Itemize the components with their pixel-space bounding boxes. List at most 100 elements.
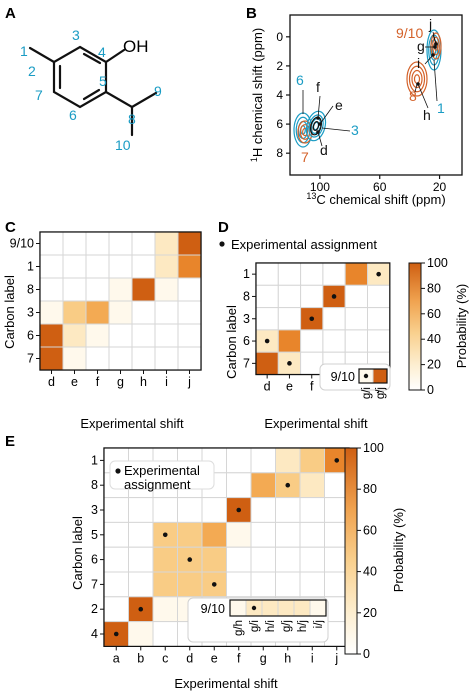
hsqc-leader-line xyxy=(417,83,429,109)
heat-e-cell xyxy=(299,447,325,474)
heat-c-cell xyxy=(154,346,179,371)
heat-c-cell xyxy=(154,323,179,348)
heat-e-cell xyxy=(299,472,325,499)
hsqc-xtick-label: 100 xyxy=(310,180,330,194)
heat-c-cell xyxy=(39,254,64,279)
heat-e-col-label: i xyxy=(311,651,314,665)
heat-e-cell xyxy=(250,521,276,548)
heatmap-d: 18367defhij9/10g/ig/j xyxy=(243,262,391,399)
heat-c-col-label: g xyxy=(117,375,124,389)
heat-d-cell xyxy=(322,262,346,286)
legend-d-dot xyxy=(219,241,225,247)
inset-e-col-label: h/i xyxy=(265,620,277,632)
heat-e-cell xyxy=(128,571,154,598)
heat-d-cell xyxy=(344,329,369,353)
hsqc-ytick-label: 6 xyxy=(276,117,283,131)
heat-e-col-label: g xyxy=(260,651,267,665)
contour-9-10 xyxy=(430,32,442,60)
inset-d-assignment-dot xyxy=(363,373,369,379)
cbar-d-tick-label: 80 xyxy=(427,281,441,295)
heat-e-row-label: 3 xyxy=(91,503,98,517)
inset-e-col-label: g/i xyxy=(249,620,261,632)
heat-e-cell xyxy=(201,546,227,573)
hydroxyl-label: OH xyxy=(123,37,149,56)
panel-letter-a: A xyxy=(5,5,16,22)
panel-a: A OH 12 3 4 5 6 7 8 9 10 xyxy=(5,5,162,153)
heat-c-cell xyxy=(108,254,133,279)
cbar-e-tick-label: 80 xyxy=(363,482,377,496)
inset-e-col-label: g/j xyxy=(281,620,293,632)
inset-e-label: 9/10 xyxy=(201,602,225,616)
heat-e-row-label: 1 xyxy=(91,453,98,467)
hsqc-leader-line xyxy=(319,105,334,125)
hsqc-leader-line xyxy=(414,83,418,93)
cbar-d-tick-label: 40 xyxy=(427,332,441,346)
hsqc-label-j: j xyxy=(428,16,432,32)
heat-e-cell xyxy=(201,521,227,548)
inset-d-col-label: g/j xyxy=(375,387,387,399)
heat-c-cell xyxy=(177,277,202,302)
hsqc-label-g: g xyxy=(417,38,425,54)
heat-e-cell xyxy=(299,521,325,548)
heat-d-cell xyxy=(277,262,302,286)
heat-e-row-label: 7 xyxy=(91,577,98,591)
heat-e-cell xyxy=(177,571,203,598)
contour-8 xyxy=(406,61,428,97)
panel-letter-b: B xyxy=(246,5,257,22)
heat-d-row-label: 1 xyxy=(243,267,250,281)
atom-label-1: 1 xyxy=(20,43,28,59)
heat-c-cell xyxy=(108,323,133,348)
heat-e-cell xyxy=(250,571,276,598)
heat-e-row-label: 6 xyxy=(91,553,98,567)
hsqc-peak-dot xyxy=(434,42,438,46)
legend-d-text: Experimental assignment xyxy=(231,237,377,252)
heat-d-cell xyxy=(255,284,279,309)
heat-c-cell xyxy=(154,231,179,256)
inset-e-cell xyxy=(229,599,247,617)
heat-d-cell xyxy=(255,351,279,376)
hsqc-label-3: 3 xyxy=(351,122,359,138)
legend-e-dot xyxy=(115,468,121,474)
heat-e-cell xyxy=(226,571,252,598)
heat-d-cell xyxy=(277,329,302,353)
atom-labels: 12 3 4 5 6 7 8 9 10 xyxy=(20,27,162,153)
heat-c-cell xyxy=(62,231,87,256)
hsqc-leader-line xyxy=(317,131,323,147)
cbar-e-tick-label: 100 xyxy=(363,441,384,455)
heat-d-row-label: 8 xyxy=(243,289,250,303)
heat-c-row-label: 7 xyxy=(27,352,34,366)
inset-e-cell xyxy=(277,599,295,617)
heatmap-d-xlabel: Experimental shift xyxy=(264,416,368,431)
heat-d-col-label: f xyxy=(310,380,314,394)
heat-e-cell xyxy=(299,546,325,573)
hsqc-peak-labels: 6 3 1 9/10 8 7 jgi h fe d xyxy=(296,16,445,165)
hsqc-leader-line xyxy=(433,59,438,102)
heat-c-cell xyxy=(62,346,87,371)
hsqc-ytick-label: 4 xyxy=(276,88,283,102)
heatmap-e-xlabel: Experimental shift xyxy=(174,676,278,691)
cbar-d-tick-label: 100 xyxy=(427,256,448,270)
contour-3-core xyxy=(312,121,320,131)
heat-e-cell xyxy=(275,521,301,548)
cbar-e-tick-label: 0 xyxy=(363,647,370,661)
heat-d-cell xyxy=(322,307,346,331)
heat-e-assignment-dot xyxy=(187,557,193,562)
cbar-d-bar xyxy=(408,262,422,391)
panel-d: D Experimental assignment 18367defhij9/1… xyxy=(218,219,391,431)
heat-e-cell xyxy=(250,497,276,523)
heat-e-col-label: d xyxy=(186,651,193,665)
heat-c-cell xyxy=(131,231,156,256)
panel-letter-d: D xyxy=(218,219,229,236)
cbar-d-tick-label: 60 xyxy=(427,307,441,321)
heat-e-cell xyxy=(128,521,154,548)
hsqc-peak-dot xyxy=(416,82,420,86)
atom-label-3: 3 xyxy=(72,27,80,43)
heat-c-cell xyxy=(85,277,110,302)
heat-e-cell xyxy=(103,521,129,548)
heat-e-cell xyxy=(275,447,301,474)
heat-c-cell xyxy=(131,300,156,325)
heat-e-cell xyxy=(103,497,129,523)
heat-c-cell xyxy=(85,300,110,325)
